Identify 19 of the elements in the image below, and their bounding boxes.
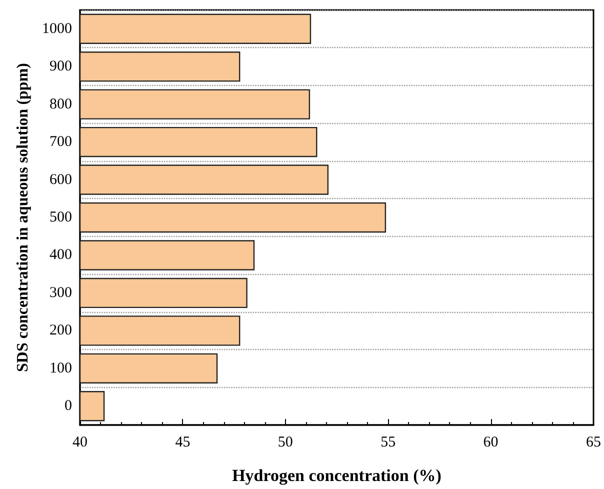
x-tick-label: 50 bbox=[278, 434, 293, 450]
y-tick-label: 500 bbox=[50, 210, 72, 226]
x-axis-title: Hydrogen concentration (%) bbox=[232, 466, 442, 485]
y-tick-label: 300 bbox=[50, 284, 72, 301]
y-tick-label: 900 bbox=[50, 58, 72, 75]
y-tick-label: 400 bbox=[50, 247, 72, 264]
x-tick-label: 45 bbox=[175, 434, 190, 450]
y-tick-label: 600 bbox=[50, 172, 72, 188]
y-tick-label: 0 bbox=[64, 398, 72, 414]
x-tick-label: 60 bbox=[483, 434, 498, 450]
x-tick-label: 55 bbox=[380, 434, 396, 450]
y-tick-label: 1000 bbox=[42, 20, 72, 37]
y-tick-label: 100 bbox=[50, 360, 72, 376]
x-tick-label: 65 bbox=[586, 434, 601, 450]
y-tick-label: 700 bbox=[50, 134, 72, 150]
x-tick-label: 40 bbox=[72, 434, 88, 450]
y-tick-label: 200 bbox=[50, 322, 72, 339]
y-axis-title: SDS concentration in aqueous solution (ppm) bbox=[14, 63, 32, 372]
y-tick-label: 800 bbox=[50, 96, 72, 112]
